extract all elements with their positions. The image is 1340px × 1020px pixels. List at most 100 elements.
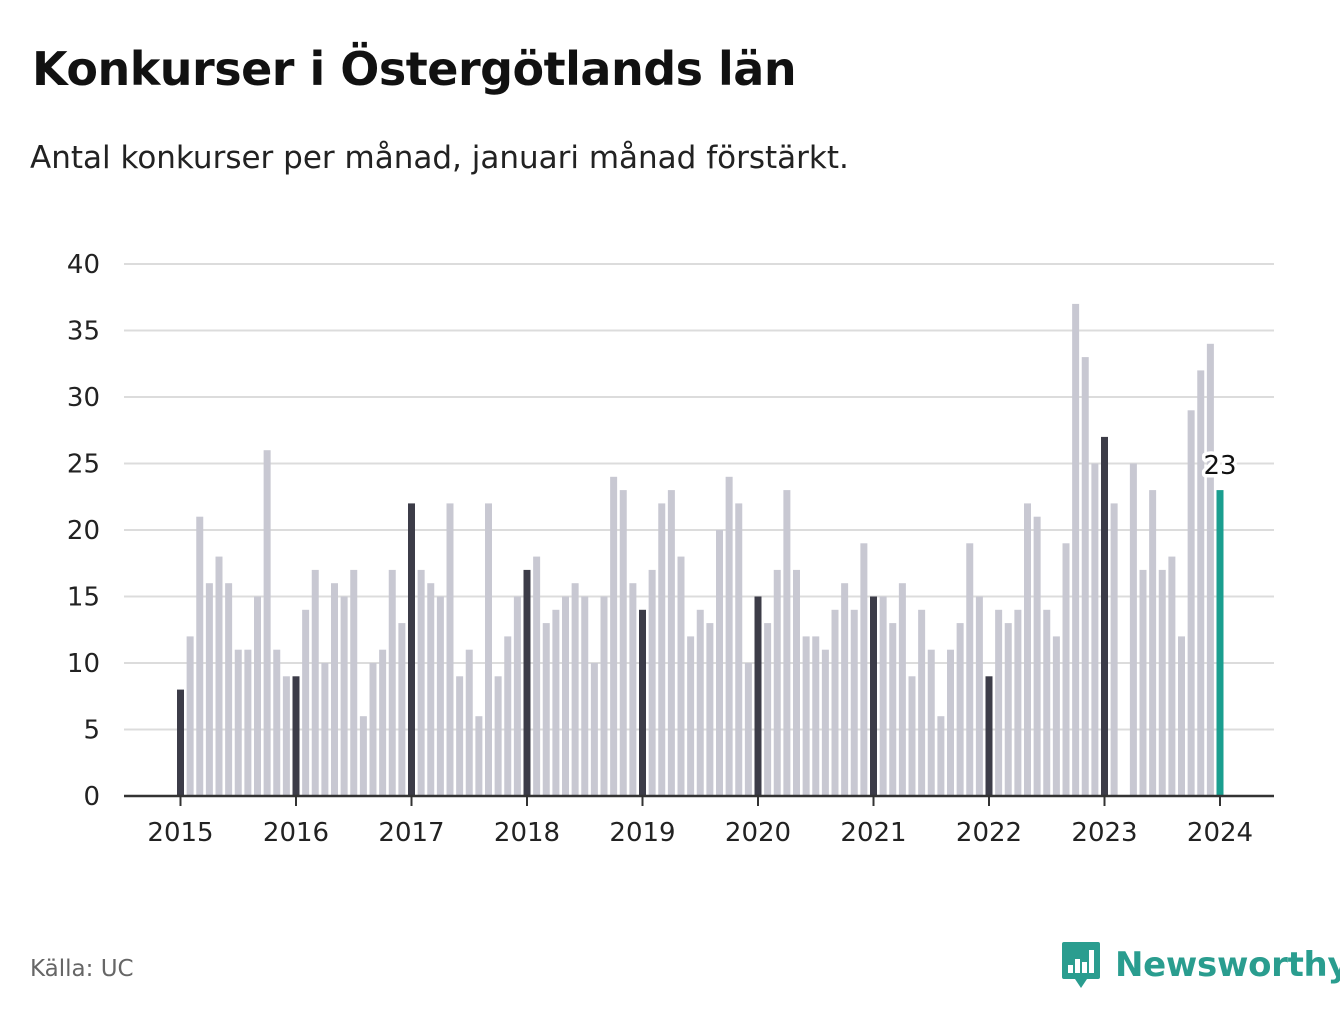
bar — [706, 623, 714, 796]
y-tick-label: 15 — [67, 583, 100, 613]
bar — [1149, 490, 1157, 796]
bar — [1014, 609, 1022, 796]
x-tick-label: 2015 — [147, 818, 213, 848]
bar — [1052, 636, 1060, 796]
bar — [716, 530, 723, 796]
bar — [658, 503, 666, 796]
bar — [610, 476, 618, 796]
brand-logo: Newsworthy — [1061, 940, 1340, 990]
bar — [619, 490, 627, 796]
x-tick-label: 2022 — [956, 818, 1022, 848]
brand-name: Newsworthy — [1115, 945, 1340, 985]
bar-chart: 0 5 10 15 20 25 30 35 40 2015 2016 2017 2018 2019 2020… — [67, 250, 1274, 848]
bar — [196, 516, 204, 796]
bar — [446, 503, 454, 796]
bar — [687, 636, 695, 796]
x-tick-label: 2016 — [263, 818, 329, 848]
bar — [985, 676, 993, 796]
y-tick-label: 5 — [83, 716, 100, 746]
data-label-halo: 23 — [1203, 451, 1236, 481]
bar — [821, 649, 829, 796]
data-label: 23 — [1203, 451, 1236, 481]
bar — [966, 543, 974, 796]
bar — [302, 609, 310, 796]
bar — [177, 689, 184, 796]
bar — [225, 583, 233, 796]
bar — [205, 583, 213, 796]
bar — [263, 450, 271, 796]
y-tick-label: 40 — [67, 250, 100, 280]
bar — [350, 569, 358, 796]
bar — [754, 596, 762, 796]
newsworthy-logo-icon — [1062, 942, 1100, 988]
bar — [1101, 436, 1108, 796]
bar — [793, 569, 800, 796]
bar — [908, 676, 916, 796]
bar — [1024, 503, 1031, 796]
bar — [552, 609, 560, 796]
bar — [388, 569, 396, 796]
y-tick-label: 25 — [67, 450, 100, 480]
bar — [667, 490, 675, 796]
bar — [1158, 569, 1166, 796]
x-tick-label: 2019 — [609, 818, 675, 848]
bar — [513, 596, 521, 796]
bar — [639, 609, 646, 796]
bar — [600, 596, 608, 796]
bar — [504, 636, 512, 796]
bar — [321, 663, 329, 796]
bar — [417, 569, 425, 796]
y-tick-label: 30 — [67, 383, 100, 413]
chart-title: Konkurser i Östergötlands län — [32, 42, 797, 96]
bar — [764, 623, 772, 796]
bar — [927, 649, 935, 796]
bar — [802, 636, 810, 796]
bar — [1178, 636, 1185, 796]
bar — [359, 716, 367, 796]
bar — [696, 609, 704, 796]
bar — [186, 636, 194, 796]
bar — [523, 569, 531, 796]
y-tick-label: 35 — [67, 317, 100, 347]
bar — [273, 649, 281, 796]
bar — [889, 623, 897, 796]
y-tick-label: 0 — [83, 782, 100, 812]
bar — [331, 583, 338, 796]
bar — [562, 596, 569, 796]
bar — [590, 663, 598, 796]
bar — [1129, 463, 1137, 796]
bar — [1216, 490, 1224, 796]
bar — [234, 649, 242, 796]
bar — [841, 583, 849, 796]
bar — [542, 623, 550, 796]
bar — [1110, 503, 1118, 796]
bar — [244, 649, 252, 796]
bar — [648, 569, 656, 796]
bar — [465, 649, 473, 796]
bar — [995, 609, 1003, 796]
bar — [1168, 556, 1176, 796]
bar — [1187, 410, 1195, 796]
bar — [850, 609, 858, 796]
bar — [1072, 303, 1080, 796]
bar — [812, 636, 820, 796]
bar — [571, 583, 579, 796]
x-tick-label: 2021 — [840, 818, 906, 848]
bar — [427, 583, 435, 796]
bar — [1206, 343, 1214, 796]
bar — [1139, 569, 1147, 796]
bar — [533, 556, 541, 796]
y-tick-label: 20 — [67, 516, 100, 546]
source-note: Källa: UC — [30, 956, 134, 982]
bar — [879, 596, 887, 796]
bar — [398, 623, 406, 796]
bar — [677, 556, 685, 796]
bar — [475, 716, 483, 796]
bar — [282, 676, 290, 796]
bar — [485, 503, 492, 796]
bar — [254, 596, 261, 796]
bar — [379, 649, 387, 796]
x-tick-label: 2020 — [725, 818, 791, 848]
bar — [735, 503, 743, 796]
x-tick-label: 2024 — [1187, 818, 1253, 848]
